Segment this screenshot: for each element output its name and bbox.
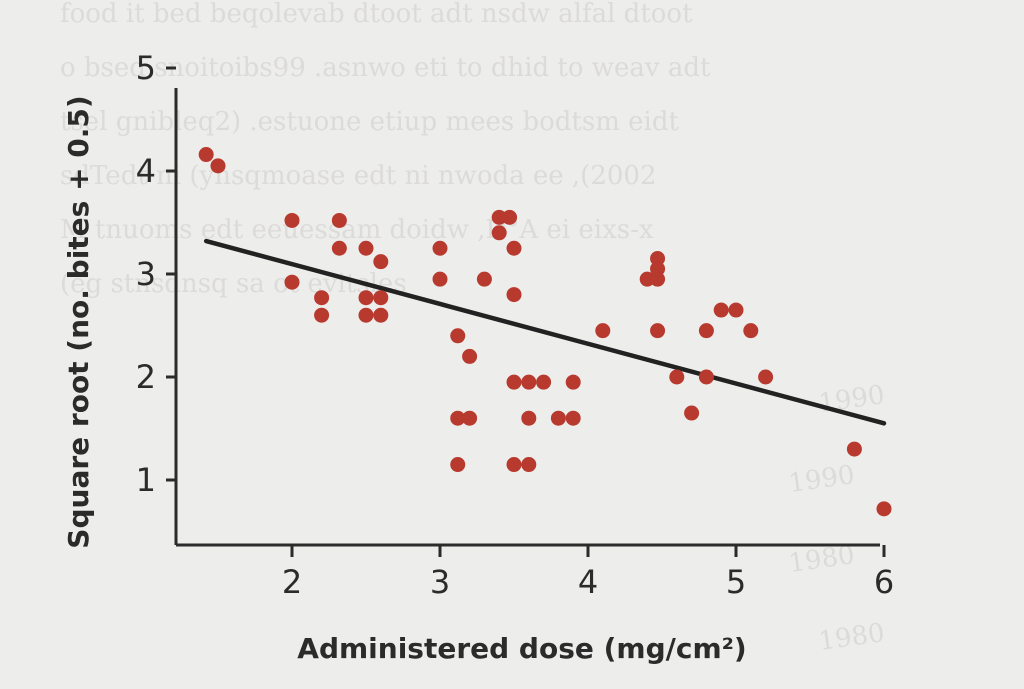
data-point	[358, 307, 374, 323]
data-point	[536, 374, 552, 390]
data-point	[876, 501, 892, 517]
data-point	[210, 158, 226, 174]
data-point	[728, 302, 744, 318]
x-tick-label: 4	[578, 563, 598, 601]
data-point	[476, 271, 492, 287]
data-point	[669, 369, 685, 385]
y-axis-ticks: 1 2 3 4 5	[136, 49, 176, 499]
x-axis-ticks: 2 3 4 5 6	[282, 545, 894, 601]
data-point	[331, 240, 347, 256]
data-point	[450, 457, 466, 473]
data-point	[713, 302, 729, 318]
data-point	[506, 374, 522, 390]
data-point	[698, 323, 714, 339]
data-point	[198, 147, 214, 163]
data-point	[491, 209, 507, 225]
data-point	[521, 457, 537, 473]
trendline-layer	[203, 238, 887, 426]
data-point	[284, 212, 300, 228]
data-point	[506, 287, 522, 303]
y-tick-label: 4	[136, 152, 156, 190]
svg-text:1990: 1990	[787, 460, 857, 499]
y-axis-title: Square root (no. bites + 0.5)	[62, 95, 95, 548]
data-point	[550, 410, 566, 426]
y-tick-label: 5	[136, 49, 156, 87]
data-point	[565, 410, 581, 426]
x-tick-label: 6	[874, 563, 894, 601]
data-point	[506, 457, 522, 473]
data-point	[650, 323, 666, 339]
data-point	[358, 240, 374, 256]
data-point	[743, 323, 759, 339]
data-points	[198, 147, 892, 517]
data-point	[314, 307, 330, 323]
svg-text:(eg stnsdnsq sa ot evitsle: (eg stnsdnsq sa ot evitsles	[60, 269, 407, 299]
data-point	[358, 290, 374, 306]
svg-text:M tnuoms edt eeuessam doid: M tnuoms edt eeuessam doidw ,D°A ei eixs…	[60, 215, 654, 245]
data-point	[684, 405, 700, 421]
y-tick-label: 2	[136, 358, 156, 396]
svg-text:o bsed snoitoibs99 .asnwo: o bsed snoitoibs99 .asnwo eti to dhid to…	[60, 53, 711, 83]
svg-text:1980: 1980	[817, 618, 887, 657]
data-point	[462, 410, 478, 426]
data-point	[639, 271, 655, 287]
data-point	[650, 261, 666, 277]
data-point	[462, 348, 478, 364]
data-point	[373, 254, 389, 270]
data-point	[521, 410, 537, 426]
y-tick-label: 1	[136, 461, 156, 499]
data-point	[595, 323, 611, 339]
y-tick-label: 3	[136, 255, 156, 293]
x-tick-label: 2	[282, 563, 302, 601]
svg-text:tsel gnibleq2) .estuone eti: tsel gnibleq2) .estuone etiup mees bodts…	[60, 107, 679, 137]
data-point	[284, 274, 300, 290]
regression-line	[203, 238, 887, 426]
data-point	[450, 410, 466, 426]
x-tick-label: 5	[726, 563, 746, 601]
data-point	[373, 307, 389, 323]
x-axis-title: Administered dose (mg/cm²)	[297, 632, 746, 665]
svg-text:food it bed beqolevab dtoot: food it bed beqolevab dtoot adt nsdw alf…	[60, 0, 693, 29]
data-point	[314, 290, 330, 306]
data-point	[650, 251, 666, 267]
data-point	[521, 374, 537, 390]
data-point	[506, 240, 522, 256]
data-point	[331, 212, 347, 228]
data-point	[565, 374, 581, 390]
data-point	[502, 209, 518, 225]
data-point	[432, 240, 448, 256]
show-through-texture: food it bed beqolevab dtoot adt nsdw alf…	[60, 0, 887, 657]
axes	[174, 88, 880, 547]
x-tick-label: 3	[430, 563, 450, 601]
data-point	[373, 290, 389, 306]
data-point	[846, 441, 862, 457]
data-point	[432, 271, 448, 287]
svg-text:sdTedt ni (ynsqmoase edt n: sdTedt ni (ynsqmoase edt ni nwoda ee ,(2…	[60, 161, 657, 191]
data-point	[698, 369, 714, 385]
data-point	[758, 369, 774, 385]
data-point	[650, 271, 666, 287]
data-point	[491, 225, 507, 241]
data-point	[450, 328, 466, 344]
